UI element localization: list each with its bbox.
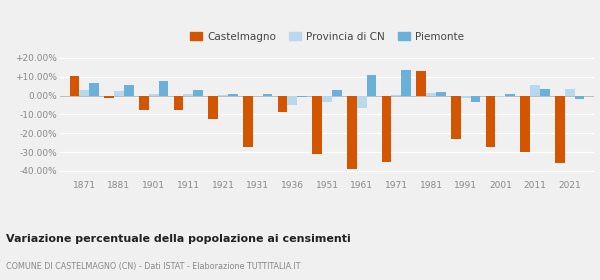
Bar <box>208 96 218 119</box>
Bar <box>297 96 307 97</box>
Bar <box>263 94 272 96</box>
Bar <box>451 96 461 139</box>
Bar <box>218 95 228 96</box>
Bar <box>228 94 238 96</box>
Bar <box>530 85 540 96</box>
Bar <box>322 96 332 102</box>
Bar <box>461 96 470 99</box>
Bar <box>287 96 297 105</box>
Bar <box>555 96 565 164</box>
Bar <box>193 90 203 96</box>
Bar <box>391 95 401 96</box>
Bar <box>520 96 530 152</box>
Bar <box>332 90 342 96</box>
Bar <box>565 89 575 96</box>
Bar <box>243 96 253 148</box>
Bar <box>70 76 79 96</box>
Bar <box>79 90 89 96</box>
Bar <box>114 91 124 96</box>
Text: COMUNE DI CASTELMAGNO (CN) - Dati ISTAT - Elaborazione TUTTITALIA.IT: COMUNE DI CASTELMAGNO (CN) - Dati ISTAT … <box>6 262 301 271</box>
Bar <box>485 96 496 148</box>
Bar <box>540 89 550 96</box>
Bar <box>357 96 367 108</box>
Bar <box>436 92 446 96</box>
Bar <box>124 85 134 96</box>
Bar <box>496 96 505 97</box>
Bar <box>416 71 426 96</box>
Bar <box>173 96 184 110</box>
Bar <box>367 75 376 96</box>
Legend: Castelmagno, Provincia di CN, Piemonte: Castelmagno, Provincia di CN, Piemonte <box>185 27 469 46</box>
Bar <box>312 96 322 154</box>
Bar <box>278 96 287 112</box>
Bar <box>89 83 99 96</box>
Bar <box>575 96 584 99</box>
Bar <box>470 96 481 102</box>
Bar <box>426 93 436 96</box>
Bar <box>382 96 391 162</box>
Bar <box>184 94 193 96</box>
Bar <box>347 96 357 169</box>
Bar <box>139 96 149 110</box>
Bar <box>505 94 515 96</box>
Bar <box>401 70 411 96</box>
Text: Variazione percentuale della popolazione ai censimenti: Variazione percentuale della popolazione… <box>6 234 351 244</box>
Bar <box>158 81 169 96</box>
Bar <box>104 96 114 97</box>
Bar <box>149 94 158 96</box>
